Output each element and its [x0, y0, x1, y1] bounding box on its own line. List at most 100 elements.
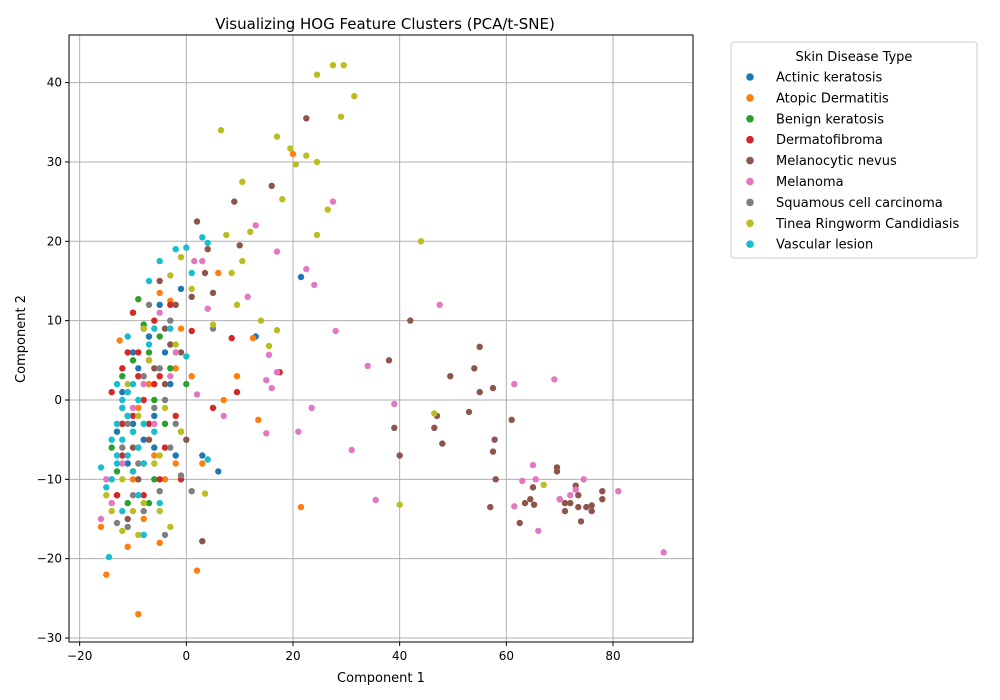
data-point [151, 317, 158, 324]
data-point [135, 373, 142, 380]
data-point [263, 377, 270, 384]
data-point [511, 380, 518, 388]
data-point [313, 71, 321, 78]
data-point [145, 357, 153, 364]
data-point [273, 248, 281, 255]
data-point [151, 452, 158, 459]
data-point [364, 362, 371, 370]
data-point [161, 325, 169, 332]
data-point [151, 460, 158, 467]
data-point [113, 380, 121, 388]
data-point [151, 396, 158, 404]
data-point [145, 341, 153, 348]
x-tick-label: 40 [392, 649, 407, 663]
data-point [201, 490, 209, 497]
data-point [273, 133, 281, 140]
x-tick-label: 0 [183, 649, 191, 663]
data-point [313, 231, 321, 239]
legend-label: Atopic Dermatitis [776, 91, 889, 106]
data-point [575, 503, 582, 511]
data-point [172, 246, 179, 253]
data-point [161, 444, 169, 451]
series-7 [103, 61, 547, 539]
data-point [396, 501, 403, 508]
y-axis-ticks: −30 −20 −10 0 10 20 30 40 [37, 76, 69, 645]
data-point [167, 365, 174, 372]
data-point [351, 92, 358, 100]
data-point [172, 452, 179, 459]
data-point [199, 257, 206, 265]
data-point [156, 507, 163, 515]
data-point [156, 488, 163, 495]
data-point [324, 206, 331, 213]
data-point [140, 373, 147, 380]
data-point [124, 515, 131, 523]
data-point [167, 444, 174, 451]
data-point [220, 412, 227, 420]
data-point [108, 499, 115, 507]
data-point [489, 384, 497, 392]
data-point [135, 492, 142, 499]
data-point [439, 440, 446, 447]
data-point [265, 351, 273, 358]
data-point [108, 388, 115, 396]
data-point [556, 496, 563, 503]
legend-label: Benign keratosis [776, 112, 884, 127]
data-point [297, 273, 305, 281]
data-point [167, 341, 174, 348]
data-point [575, 492, 582, 499]
data-point [172, 341, 179, 348]
data-point [124, 543, 131, 550]
y-tick-label: 20 [47, 234, 62, 248]
data-point [129, 309, 137, 316]
data-point [172, 349, 179, 356]
data-point [521, 499, 529, 507]
legend-label: Tinea Ringworm Candidiasis [775, 217, 959, 232]
x-tick-label: 20 [285, 649, 300, 663]
data-point [551, 376, 558, 383]
legend-label: Melanocytic nevus [776, 154, 897, 169]
data-point [188, 285, 195, 293]
data-point [188, 269, 195, 277]
legend-label: Squamous cell carcinoma [776, 196, 943, 211]
data-point [572, 486, 579, 493]
data-point [223, 231, 230, 239]
data-point [140, 531, 147, 539]
data-point [145, 380, 153, 388]
data-point [156, 452, 163, 459]
data-point [145, 436, 153, 443]
y-tick-label: −10 [37, 472, 62, 486]
data-point [151, 420, 158, 427]
data-point [140, 515, 147, 523]
data-point [129, 476, 137, 483]
data-point [308, 404, 315, 412]
data-point [167, 380, 174, 388]
data-point [119, 388, 126, 396]
data-point [103, 492, 110, 499]
data-point [193, 567, 201, 574]
data-point [476, 343, 483, 350]
data-point [156, 499, 163, 507]
data-point [116, 337, 123, 344]
data-point [119, 460, 126, 467]
data-point [188, 488, 195, 495]
data-point [108, 444, 115, 451]
data-point [191, 257, 198, 265]
data-point [172, 420, 179, 427]
data-point [129, 444, 137, 451]
data-point [119, 404, 126, 412]
data-point [209, 404, 217, 412]
data-point [491, 436, 498, 443]
data-point [119, 452, 126, 459]
data-point [273, 369, 281, 376]
data-point [167, 317, 174, 324]
data-point [167, 272, 174, 279]
data-point [188, 327, 195, 335]
legend-label: Dermatofibroma [776, 133, 883, 148]
data-point [129, 428, 137, 435]
data-point [129, 357, 137, 364]
data-point [119, 444, 126, 451]
data-point [135, 404, 142, 412]
data-point [108, 476, 115, 483]
